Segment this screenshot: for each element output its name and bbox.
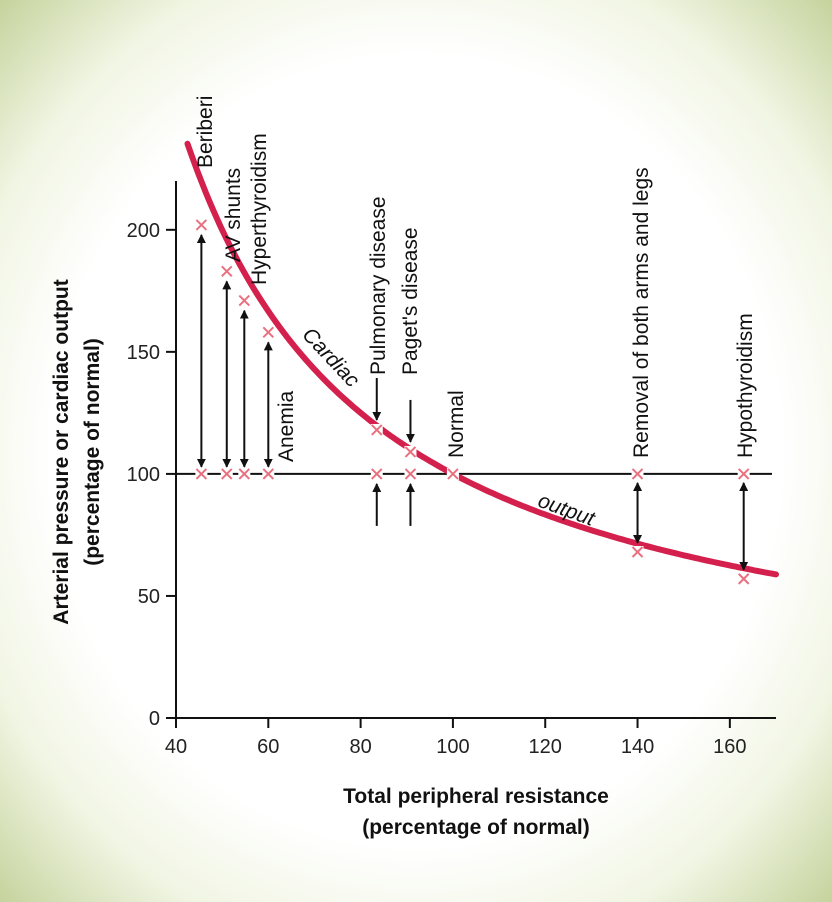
label-removal-of-both-arms-and-legs: Removal of both arms and legs bbox=[630, 167, 653, 458]
marker-stroke bbox=[737, 573, 750, 585]
label-av-shunts: AV shunts bbox=[222, 168, 245, 262]
cardiac-output-curve bbox=[184, 140, 779, 578]
marker-stroke bbox=[404, 446, 417, 458]
marker-stroke bbox=[262, 468, 275, 480]
marker-stroke bbox=[737, 468, 750, 480]
y-tick-label: 150 bbox=[127, 342, 160, 364]
marker-stroke bbox=[404, 468, 417, 480]
marker-stroke bbox=[371, 468, 383, 480]
arrows-group bbox=[196, 234, 749, 571]
x-tick-label: 40 bbox=[165, 736, 187, 758]
marker-stroke bbox=[631, 468, 644, 480]
marker-av-shunts-baseline bbox=[220, 467, 233, 480]
label-hypothyroidism: Hypothyroidism bbox=[734, 313, 757, 458]
label-normal: Normal bbox=[445, 390, 468, 458]
marker-stroke bbox=[238, 468, 251, 480]
label-hyperthyroidism: Hyperthyroidism bbox=[248, 133, 271, 285]
y-tick-label: 100 bbox=[127, 464, 160, 486]
marker-stroke bbox=[221, 468, 233, 480]
x-axis-title-line-1: Total peripheral resistance bbox=[343, 785, 609, 808]
x-tick-label: 120 bbox=[529, 736, 562, 758]
label-anemia: Anemia bbox=[275, 390, 298, 462]
marker-beriberi-baseline bbox=[195, 467, 208, 480]
marker-beriberi-curve bbox=[195, 218, 208, 231]
markers-group bbox=[195, 218, 750, 585]
label-pulmonary-disease: Pulmonary disease bbox=[367, 196, 390, 375]
marker-stroke bbox=[195, 219, 208, 231]
label-beriberi: Beriberi bbox=[194, 96, 217, 168]
curve-group bbox=[184, 140, 779, 578]
y-tick-label: 200 bbox=[127, 220, 160, 242]
marker-stroke bbox=[447, 468, 459, 480]
y-axis-title-line-1: Arterial pressure or cardiac output bbox=[50, 279, 73, 624]
x-tick-label: 100 bbox=[436, 736, 469, 758]
x-tick-label: 80 bbox=[349, 736, 371, 758]
marker-stroke bbox=[238, 294, 251, 307]
marker-stroke bbox=[195, 468, 208, 480]
marker-pulmonary-disease-baseline bbox=[370, 467, 383, 480]
x-axis-title-line-2: (percentage of normal) bbox=[362, 816, 590, 839]
marker-anemia-curve bbox=[262, 326, 275, 339]
axes-group: 40 60 80 100 120 140 160 0 50 100 150 200 Total peri… bbox=[50, 181, 776, 839]
y-tick-label: 0 bbox=[149, 708, 160, 730]
marker-paget-s-disease-curve bbox=[404, 445, 417, 458]
marker-anemia-baseline bbox=[262, 467, 275, 480]
y-tick-label: 50 bbox=[138, 586, 160, 608]
marker-stroke bbox=[221, 265, 233, 278]
marker-hyperthyroidism-baseline bbox=[238, 467, 251, 480]
marker-stroke bbox=[631, 546, 644, 558]
marker-av-shunts-curve bbox=[220, 265, 233, 278]
x-tick-label: 60 bbox=[257, 736, 279, 758]
marker-pulmonary-disease-curve bbox=[370, 423, 383, 436]
marker-paget-s-disease-baseline bbox=[404, 467, 417, 480]
marker-hypothyroidism-curve bbox=[737, 572, 750, 585]
x-tick-label: 140 bbox=[621, 736, 654, 758]
marker-stroke bbox=[262, 326, 275, 339]
label-paget-s-disease: Paget's disease bbox=[399, 227, 422, 375]
marker-hyperthyroidism-curve bbox=[238, 294, 251, 307]
marker-hypothyroidism-baseline bbox=[737, 467, 750, 480]
marker-normal-baseline bbox=[446, 467, 459, 480]
x-tick-label: 160 bbox=[713, 736, 746, 758]
marker-stroke bbox=[371, 424, 383, 436]
marker-removal-of-both-arms-and-legs-baseline bbox=[631, 467, 644, 480]
y-axis-title-line-2: (percentage of normal) bbox=[81, 338, 104, 566]
marker-removal-of-both-arms-and-legs-curve bbox=[631, 546, 644, 559]
